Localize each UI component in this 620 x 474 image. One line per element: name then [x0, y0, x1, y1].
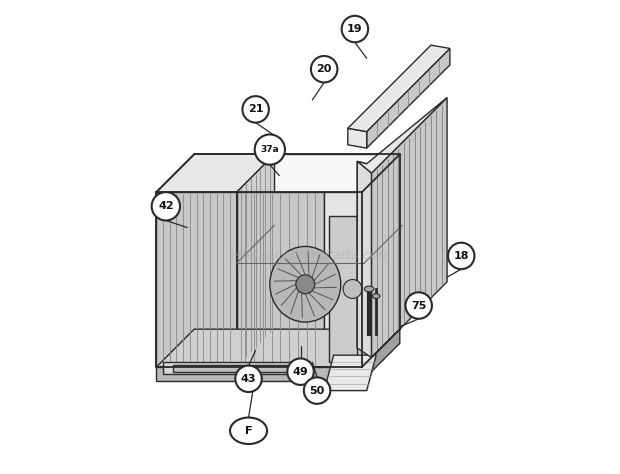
Polygon shape — [362, 329, 400, 381]
Text: 18: 18 — [453, 251, 469, 261]
Polygon shape — [156, 155, 194, 367]
Polygon shape — [164, 362, 310, 374]
Circle shape — [448, 243, 474, 269]
Circle shape — [296, 275, 315, 294]
Polygon shape — [324, 192, 362, 367]
Polygon shape — [348, 45, 450, 132]
Polygon shape — [173, 365, 301, 372]
Polygon shape — [357, 98, 447, 173]
Circle shape — [255, 135, 285, 164]
Polygon shape — [371, 98, 447, 357]
Circle shape — [342, 16, 368, 42]
Polygon shape — [329, 216, 357, 362]
Ellipse shape — [230, 418, 267, 444]
Polygon shape — [156, 329, 400, 367]
Polygon shape — [237, 192, 324, 367]
Polygon shape — [156, 367, 362, 381]
Text: 49: 49 — [293, 367, 308, 377]
Polygon shape — [237, 155, 275, 367]
Ellipse shape — [373, 294, 380, 299]
Polygon shape — [362, 155, 400, 329]
Text: 20: 20 — [316, 64, 332, 74]
Polygon shape — [156, 192, 237, 367]
Circle shape — [311, 56, 337, 82]
Circle shape — [287, 358, 314, 385]
Circle shape — [236, 365, 262, 392]
Text: eReplacementParts.com: eReplacementParts.com — [229, 249, 391, 263]
Polygon shape — [156, 155, 275, 192]
Circle shape — [242, 96, 269, 123]
Ellipse shape — [270, 246, 341, 322]
Text: 42: 42 — [158, 201, 174, 211]
Text: 75: 75 — [411, 301, 427, 310]
Polygon shape — [366, 48, 450, 148]
Text: 43: 43 — [241, 374, 256, 384]
Polygon shape — [362, 155, 400, 367]
Circle shape — [304, 377, 330, 404]
Polygon shape — [357, 161, 366, 350]
Polygon shape — [348, 128, 366, 148]
Text: 37a: 37a — [260, 145, 279, 154]
Circle shape — [405, 292, 432, 319]
Polygon shape — [357, 161, 371, 357]
Circle shape — [343, 280, 362, 299]
Circle shape — [152, 192, 180, 220]
Polygon shape — [324, 355, 376, 391]
Text: 50: 50 — [309, 385, 325, 396]
Text: F: F — [245, 426, 252, 436]
Ellipse shape — [365, 286, 374, 292]
Polygon shape — [156, 155, 400, 192]
Polygon shape — [194, 155, 400, 329]
Text: 19: 19 — [347, 24, 363, 34]
Text: 21: 21 — [248, 104, 264, 114]
